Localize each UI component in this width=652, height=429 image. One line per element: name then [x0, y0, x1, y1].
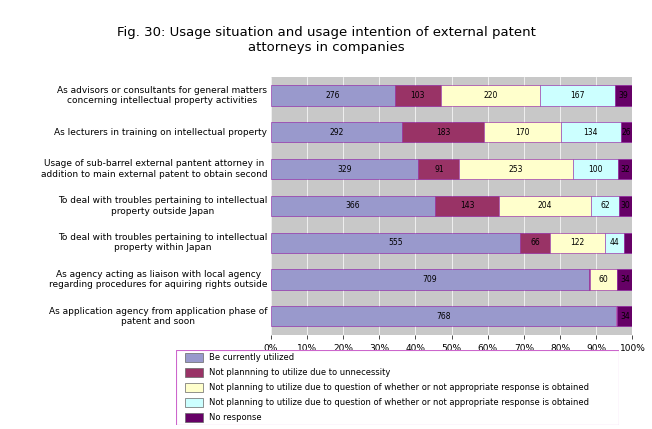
Text: 220: 220 [483, 91, 497, 100]
Bar [271, 122, 632, 142]
Bar [271, 85, 632, 106]
FancyBboxPatch shape [185, 353, 203, 362]
Bar [271, 196, 632, 216]
Text: 44: 44 [610, 238, 619, 247]
FancyBboxPatch shape [185, 368, 203, 377]
Bar [441, 85, 540, 106]
Text: As advisors or consultants for general matters
concerning intellectual property : As advisors or consultants for general m… [57, 86, 267, 105]
FancyBboxPatch shape [185, 398, 203, 407]
Text: 62: 62 [600, 202, 610, 210]
Text: 39: 39 [619, 91, 629, 100]
Bar [271, 306, 615, 326]
Text: 103: 103 [411, 91, 425, 100]
Bar [271, 196, 435, 216]
Bar [394, 85, 441, 106]
Bar [550, 233, 604, 253]
Bar [271, 122, 402, 142]
Text: 183: 183 [436, 128, 450, 137]
Text: 768: 768 [436, 312, 451, 321]
Text: Fig. 30: Usage situation and usage intention of external patent
attorneys in com: Fig. 30: Usage situation and usage inten… [117, 26, 535, 54]
Text: 143: 143 [460, 202, 475, 210]
Text: 555: 555 [388, 238, 403, 247]
Text: 276: 276 [325, 91, 340, 100]
Text: 329: 329 [337, 165, 352, 174]
Text: 100: 100 [588, 165, 603, 174]
Text: As application agency from application phase of
patent and soon: As application agency from application p… [49, 307, 267, 326]
Text: As lecturers in training on intellectual property: As lecturers in training on intellectual… [54, 128, 267, 137]
Text: 32: 32 [621, 165, 630, 174]
Text: 170: 170 [515, 128, 529, 137]
Bar [271, 233, 520, 253]
Text: 167: 167 [570, 91, 585, 100]
Text: 134: 134 [584, 128, 598, 137]
Bar [271, 269, 589, 290]
Bar [271, 85, 394, 106]
Text: 30: 30 [621, 202, 630, 210]
Bar [590, 269, 617, 290]
Bar [621, 122, 632, 142]
Bar [591, 196, 619, 216]
Bar [402, 122, 484, 142]
Bar [561, 122, 621, 142]
Text: No response: No response [209, 413, 262, 422]
Text: Not plannning to utilize due to unnecessity: Not plannning to utilize due to unnecess… [209, 368, 391, 377]
Text: 34: 34 [620, 312, 630, 321]
Text: 34: 34 [620, 275, 630, 284]
Bar [615, 85, 632, 106]
Bar [520, 233, 550, 253]
Text: 60: 60 [599, 275, 608, 284]
Text: 709: 709 [422, 275, 437, 284]
Text: 292: 292 [329, 128, 344, 137]
Text: 253: 253 [509, 165, 524, 174]
Bar [460, 159, 573, 179]
Bar [573, 159, 618, 179]
Bar [618, 159, 632, 179]
Text: Not planning to utilize due to question of whether or not appropriate response i: Not planning to utilize due to question … [209, 383, 589, 392]
Bar [625, 233, 632, 253]
FancyBboxPatch shape [185, 383, 203, 392]
Text: 91: 91 [434, 165, 444, 174]
Text: As agency acting as liaison with local agency
regarding procedures for aquiring : As agency acting as liaison with local a… [49, 270, 267, 289]
Bar [271, 269, 632, 290]
Bar [604, 233, 625, 253]
Text: To deal with troubles pertaining to intellectual
property within Japan: To deal with troubles pertaining to inte… [58, 233, 267, 252]
Bar [617, 269, 632, 290]
Text: 26: 26 [622, 128, 631, 137]
Bar [271, 306, 632, 326]
Bar [271, 159, 419, 179]
FancyBboxPatch shape [176, 350, 619, 425]
Text: Be currently utilized: Be currently utilized [209, 353, 295, 362]
Bar [419, 159, 460, 179]
Bar [271, 233, 632, 253]
Text: 366: 366 [346, 202, 360, 210]
Text: Usage of sub-barrel external pantent attorney in
addition to main external paten: Usage of sub-barrel external pantent att… [40, 160, 267, 179]
FancyBboxPatch shape [185, 413, 203, 422]
Text: 122: 122 [570, 238, 584, 247]
Bar [435, 196, 499, 216]
Text: 66: 66 [530, 238, 540, 247]
Bar [484, 122, 561, 142]
Text: 204: 204 [538, 202, 552, 210]
Bar [617, 306, 632, 326]
Bar [271, 159, 632, 179]
Bar [499, 196, 591, 216]
Bar [540, 85, 615, 106]
Bar [619, 196, 632, 216]
Text: Not planning to utilize due to question of whether or not appropriate response i: Not planning to utilize due to question … [209, 398, 589, 407]
Text: To deal with troubles pertaining to intellectual
property outside Japan: To deal with troubles pertaining to inte… [58, 196, 267, 216]
